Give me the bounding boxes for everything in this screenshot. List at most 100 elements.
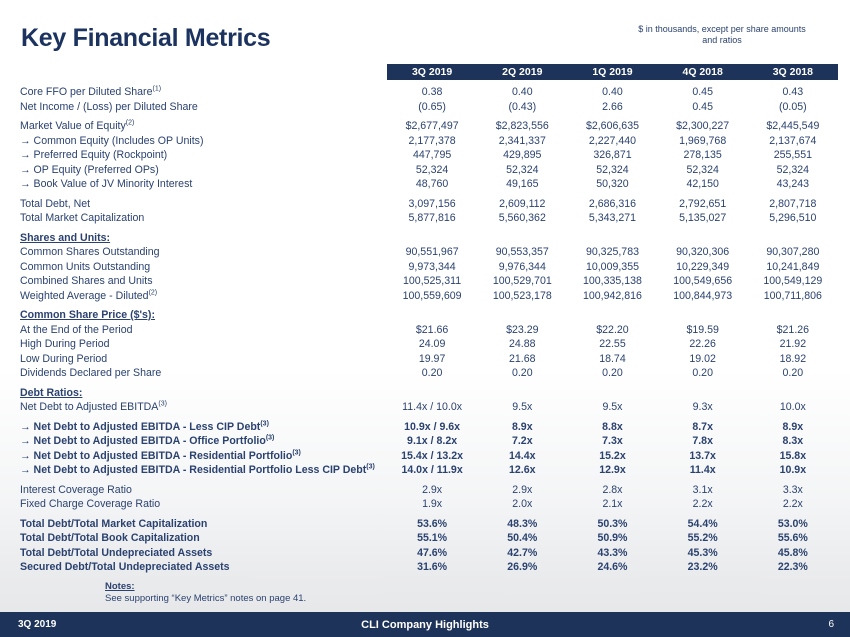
- value-cell: 8.7x: [692, 420, 713, 433]
- table-row: Weighted Average - Diluted(2) 100,559,609…: [20, 289, 838, 304]
- table-section: Interest Coverage Ratio 2.9x 2.9x 2.8x 3.1x 3…: [20, 483, 838, 512]
- empty-cell: [387, 386, 477, 401]
- table-row: Total Debt/Total Book Capitalization 55.1…: [20, 531, 838, 546]
- value-cell: 10.0x: [779, 401, 806, 413]
- value-cell: 90,320,306: [676, 246, 730, 258]
- value-cell: 10,241,849: [766, 260, 820, 273]
- value-cell: 0.20: [782, 367, 804, 379]
- value-cell: 5,560,362: [498, 212, 546, 224]
- value-cell: 8.9x: [511, 420, 533, 433]
- value-cell: 2.9x: [422, 483, 443, 496]
- row-label-text: High During Period: [20, 338, 110, 350]
- value-cell: 9,976,344: [498, 260, 546, 273]
- table-section: Shares and Units: Common Shares Outstandi…: [20, 231, 838, 304]
- row-label: Total Debt/Total Market Capitalization: [20, 517, 387, 532]
- row-label: Common Shares Outstanding: [20, 245, 387, 260]
- value-cell: 1.9x: [422, 498, 443, 510]
- value-cell: 326,871: [593, 149, 632, 161]
- row-label: Net Income / (Loss) per Diluted Share: [20, 100, 387, 115]
- value-cell: 3.3x: [782, 483, 803, 496]
- table-row: Common Shares Outstanding 90,551,967 90,55…: [20, 245, 838, 260]
- footnote-ref: (3): [292, 448, 301, 456]
- empty-cell: [477, 231, 567, 246]
- row-label: Low During Period: [20, 352, 387, 367]
- row-label: At the End of the Period: [20, 323, 387, 338]
- row-label-text: → Net Debt to Adjusted EBITDA - Office P…: [20, 435, 266, 447]
- value-cell: $2,445,549: [766, 120, 820, 132]
- value-cell: 0.20: [511, 367, 533, 379]
- row-label-text: Common Shares Outstanding: [20, 246, 160, 258]
- row-label: → Book Value of JV Minority Interest: [20, 177, 387, 192]
- section-heading: Shares and Units:: [20, 231, 111, 244]
- value-cell: 2,792,651: [679, 197, 727, 210]
- value-cell: 52,324: [686, 163, 719, 176]
- value-cell: 50.4%: [507, 532, 538, 544]
- table-section: Total Debt, Net 3,097,156 2,609,112 2,686,3…: [20, 197, 838, 226]
- column-header: 1Q 2019: [567, 64, 658, 80]
- table-section: Total Debt/Total Market Capitalization 53…: [20, 517, 838, 575]
- table-row: Fixed Charge Coverage Ratio 1.9x 2.0x 2.1x 2…: [20, 497, 838, 512]
- value-cell: 0.38: [421, 86, 443, 98]
- value-cell: 429,895: [503, 149, 542, 161]
- value-cell: $21.26: [776, 323, 810, 336]
- value-cell: 18.74: [599, 352, 626, 365]
- table-row: At the End of the Period $21.66 $23.29 $22.…: [20, 323, 838, 338]
- row-label-text: Total Debt/Total Undepreciated Assets: [20, 546, 213, 559]
- value-cell: 50,320: [596, 178, 629, 190]
- notes-heading: Notes:: [105, 581, 135, 592]
- table-row: High During Period 24.09 24.88 22.55 22.26 21…: [20, 337, 838, 352]
- row-label-text: → Net Debt to Adjusted EBITDA - Resident…: [20, 464, 367, 476]
- value-cell: 2.66: [602, 100, 623, 113]
- row-label-text: Net Debt to Adjusted EBITDA: [20, 401, 159, 413]
- value-cell: 24.09: [418, 338, 446, 350]
- table-row: Low During Period 19.97 21.68 18.74 19.02 18.…: [20, 352, 838, 367]
- value-cell: 8.9x: [782, 420, 804, 433]
- value-cell: 9.1x / 8.2x: [407, 435, 458, 447]
- row-label-text: Interest Coverage Ratio: [20, 483, 132, 496]
- empty-cell: [658, 308, 748, 323]
- row-label: → Net Debt to Adjusted EBITDA - Office P…: [20, 434, 387, 449]
- table-header-row: 3Q 2019 2Q 2019 1Q 2019 4Q 2018 3Q 2018: [20, 64, 838, 80]
- row-label-text: Market Value of Equity: [20, 120, 126, 132]
- column-header: 3Q 2019: [387, 64, 478, 80]
- value-cell: 100,529,701: [492, 275, 552, 287]
- empty-cell: [387, 308, 477, 323]
- table-section: Debt Ratios: Net Debt to Adjusted EBITDA(…: [20, 386, 838, 415]
- value-cell: $2,300,227: [676, 120, 730, 132]
- value-cell: 45.3%: [687, 546, 718, 559]
- row-label: → Common Equity (Includes OP Units): [20, 134, 387, 149]
- value-cell: 18.92: [779, 352, 807, 365]
- empty-cell: [567, 386, 657, 401]
- value-cell: $23.29: [506, 323, 539, 336]
- table-section: → Net Debt to Adjusted EBITDA - Less CIP…: [20, 420, 838, 478]
- row-label-text: → OP Equity (Preferred OPs): [20, 163, 159, 176]
- section-heading-row: Debt Ratios:: [20, 386, 838, 401]
- table-row: → Net Debt to Adjusted EBITDA - Resident…: [20, 449, 838, 464]
- table-row: → Net Debt to Adjusted EBITDA - Resident…: [20, 463, 838, 478]
- value-cell: 100,335,138: [583, 275, 642, 287]
- value-cell: 15.4x / 13.2x: [401, 449, 464, 462]
- value-cell: 10.9x / 9.6x: [404, 420, 461, 433]
- row-label: → Net Debt to Adjusted EBITDA - Resident…: [20, 449, 387, 464]
- value-cell: 50.9%: [597, 532, 628, 544]
- value-cell: 0.45: [692, 100, 713, 113]
- value-cell: 19.02: [689, 352, 716, 365]
- value-cell: 2,137,674: [769, 134, 817, 147]
- value-cell: 0.45: [692, 86, 713, 98]
- header-label-spacer: [20, 64, 387, 80]
- table-row: Total Debt, Net 3,097,156 2,609,112 2,686,3…: [20, 197, 838, 212]
- value-cell: 55.1%: [417, 532, 448, 544]
- value-cell: 21.92: [779, 338, 807, 350]
- footer-title: CLI Company Highlights: [361, 618, 489, 631]
- table-row: Core FFO per Diluted Share(1) 0.38 0.40 0.4…: [20, 85, 838, 100]
- value-cell: 52,324: [776, 163, 810, 176]
- table-row: Total Debt/Total Market Capitalization 53…: [20, 517, 838, 532]
- value-cell: 2,686,316: [588, 197, 637, 210]
- value-cell: (0.43): [508, 100, 537, 113]
- value-cell: 7.3x: [602, 435, 623, 447]
- value-cell: 11.4x: [689, 464, 716, 476]
- value-cell: 2,807,718: [769, 197, 817, 210]
- value-cell: $21.66: [415, 323, 449, 336]
- value-cell: 0.43: [782, 86, 804, 98]
